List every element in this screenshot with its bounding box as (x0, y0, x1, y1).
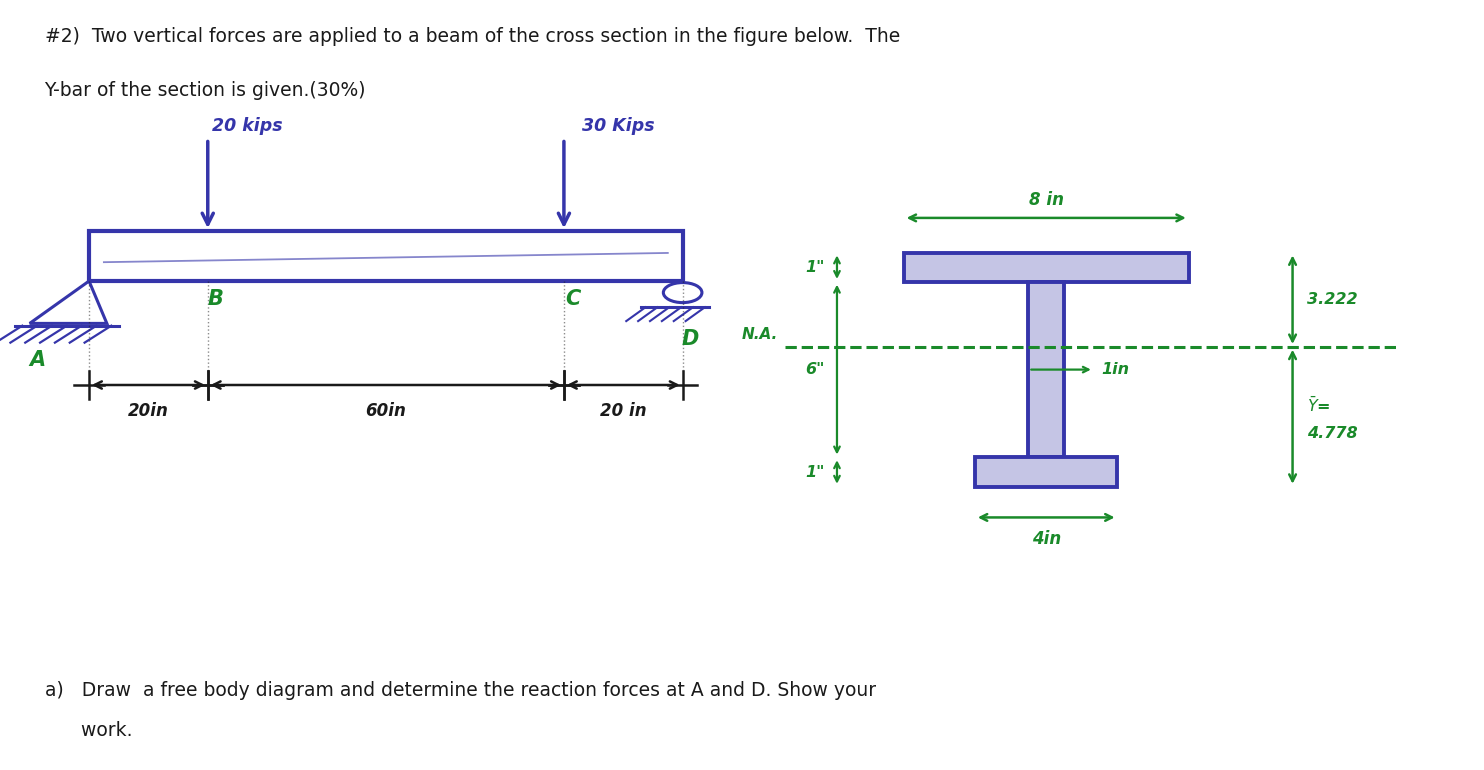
Polygon shape (975, 457, 1117, 487)
Text: 20 in: 20 in (600, 402, 647, 420)
Text: N.A.: N.A. (742, 327, 778, 342)
Text: B: B (208, 289, 223, 309)
Text: 1": 1" (806, 259, 825, 275)
Text: 4.778: 4.778 (1307, 426, 1358, 441)
Text: A: A (30, 350, 45, 370)
Text: D: D (681, 329, 699, 349)
Text: a)   Draw  a free body diagram and determine the reaction forces at A and D. Sho: a) Draw a free body diagram and determin… (45, 681, 876, 701)
Text: 60in: 60in (365, 402, 407, 420)
Text: 20in: 20in (128, 402, 169, 420)
Text: 30 Kips: 30 Kips (582, 117, 654, 135)
Text: 8 in: 8 in (1028, 191, 1064, 209)
Text: 1in: 1in (1101, 362, 1129, 377)
Text: 1": 1" (806, 464, 825, 480)
Polygon shape (904, 253, 1189, 282)
Text: 4in: 4in (1031, 530, 1061, 547)
Text: work.: work. (45, 721, 132, 741)
Polygon shape (1028, 282, 1064, 457)
Text: C: C (565, 289, 580, 309)
Text: #2)  Two vertical forces are applied to a beam of the cross section in the figur: #2) Two vertical forces are applied to a… (45, 27, 899, 46)
Text: Y-bar of the section is given.(30%): Y-bar of the section is given.(30%) (45, 81, 367, 100)
Text: 20 kips: 20 kips (212, 117, 283, 135)
Text: 3.222: 3.222 (1307, 292, 1358, 307)
Text: 6": 6" (806, 362, 825, 377)
Text: $\bar{Y}$=: $\bar{Y}$= (1307, 396, 1331, 415)
